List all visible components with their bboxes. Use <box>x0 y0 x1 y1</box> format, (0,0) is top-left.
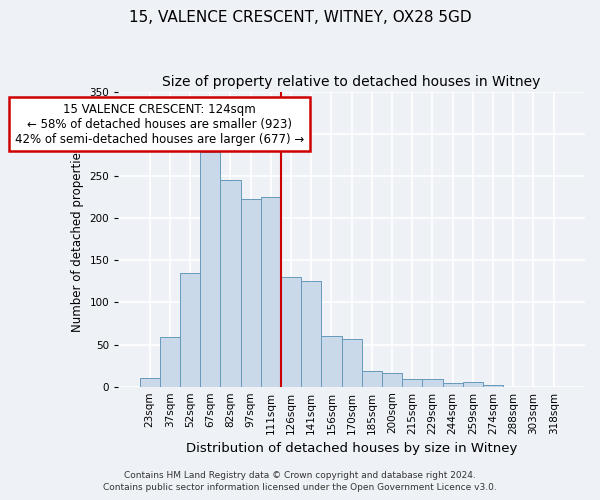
Bar <box>180 273 200 386</box>
Bar <box>362 370 382 386</box>
Text: 15, VALENCE CRESCENT, WITNEY, OX28 5GD: 15, VALENCE CRESCENT, WITNEY, OX28 5GD <box>128 10 472 25</box>
Title: Size of property relative to detached houses in Witney: Size of property relative to detached ho… <box>163 75 541 89</box>
X-axis label: Distribution of detached houses by size in Witney: Distribution of detached houses by size … <box>186 442 517 455</box>
Text: 15 VALENCE CRESCENT: 124sqm
← 58% of detached houses are smaller (923)
42% of se: 15 VALENCE CRESCENT: 124sqm ← 58% of det… <box>15 102 304 146</box>
Bar <box>443 384 463 386</box>
Bar <box>483 385 503 386</box>
Bar <box>261 197 281 386</box>
Bar <box>200 152 220 386</box>
Bar <box>341 338 362 386</box>
Bar <box>422 379 443 386</box>
Bar <box>241 200 261 386</box>
Text: Contains HM Land Registry data © Crown copyright and database right 2024.
Contai: Contains HM Land Registry data © Crown c… <box>103 471 497 492</box>
Bar <box>281 277 301 386</box>
Y-axis label: Number of detached properties: Number of detached properties <box>71 146 84 332</box>
Bar <box>402 379 422 386</box>
Bar <box>220 180 241 386</box>
Bar <box>160 337 180 386</box>
Bar <box>140 378 160 386</box>
Bar <box>463 382 483 386</box>
Bar <box>322 336 341 386</box>
Bar <box>382 373 402 386</box>
Bar <box>301 282 322 387</box>
